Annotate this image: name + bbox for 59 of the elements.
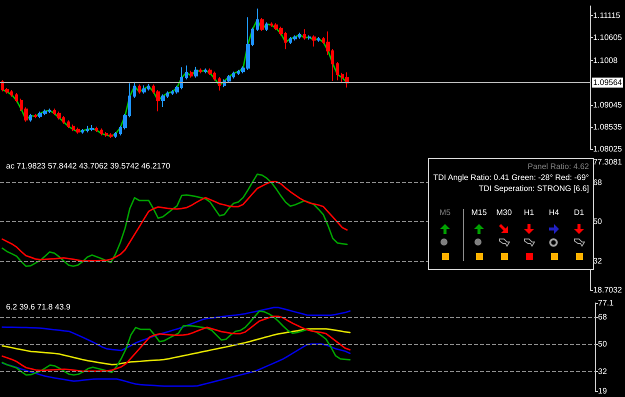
candlestick (109, 132, 113, 138)
y-tick-label: 68 (598, 312, 608, 322)
y-tick-label: 18.7032 (593, 286, 623, 294)
candlestick (161, 94, 165, 108)
candlestick (336, 62, 339, 81)
category-label: M5 (438, 208, 452, 217)
candlestick (256, 8, 259, 32)
text: TDI Seperation: STRONG [6.6] (478, 184, 589, 193)
y-tick-label: 1.11115 (593, 11, 621, 20)
category-label: D1 (572, 208, 586, 217)
candlestick (67, 120, 70, 129)
candlestick (114, 131, 117, 138)
candlestick (227, 74, 231, 84)
candlestick (90, 124, 94, 132)
text: TDI Angle Ratio: 0.41 Green: -28° Red: -69° (433, 173, 589, 182)
line-series (2, 343, 351, 387)
candlestick (293, 34, 297, 42)
candlestick (317, 36, 320, 42)
line-series (2, 328, 351, 366)
text: Panel Ratio: 4.62 (528, 162, 589, 171)
candlestick (133, 81, 136, 98)
y-tick-label: 77.1 (598, 298, 614, 308)
chart-title: ac 71.9823 57.8442 43.7062 39.5742 46.2170 (6, 162, 171, 170)
candlestick (303, 28, 306, 40)
candlestick (29, 113, 32, 122)
category-label: M30 (495, 208, 513, 217)
y-tick-label: 1.08025 (593, 144, 623, 154)
y-tick-label: 32 (598, 366, 608, 376)
candlestick (194, 66, 198, 78)
candlestick (100, 128, 103, 136)
candlestick (57, 111, 61, 120)
chart-title: 6.2 39.6 71.8 43.9 (6, 302, 72, 312)
candlestick (76, 127, 80, 134)
candlestick (260, 18, 264, 32)
category-label: H4 (548, 208, 560, 217)
candlestick (142, 84, 146, 94)
y-tick-label: 1.10605 (593, 33, 623, 42)
candlestick (138, 84, 141, 94)
candlestick (34, 113, 37, 119)
category-label: M15 (470, 208, 488, 217)
line-series (2, 19, 348, 138)
candlestick (204, 68, 207, 74)
candlestick (15, 92, 18, 103)
y-tick-label: 1.1008 (593, 56, 618, 65)
candlestick (185, 65, 188, 80)
candlestick (81, 128, 84, 134)
y-tick-label: 50 (598, 340, 608, 349)
y-tick-label: 19 (598, 386, 608, 396)
category-label: H1 (522, 208, 536, 217)
y-tick-label: 1.08535 (593, 122, 623, 132)
y-tick-label: 1.09045 (593, 100, 623, 110)
candlestick (265, 22, 268, 32)
y-tick-label: 77.3081 (593, 158, 623, 166)
candlestick (190, 70, 193, 78)
ref-line-label: 1.09564 (593, 78, 623, 88)
candlestick (199, 68, 202, 74)
candlestick (308, 34, 311, 40)
candlestick (312, 34, 316, 48)
candlestick (95, 126, 98, 132)
